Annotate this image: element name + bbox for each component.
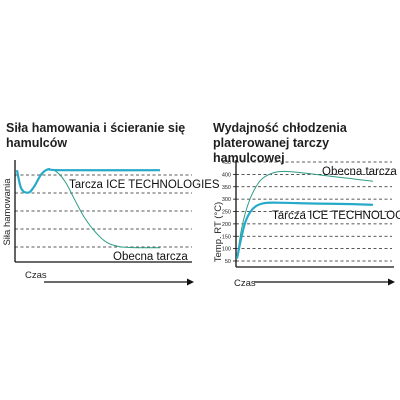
left-y-label: Siła hamowania <box>2 178 13 246</box>
right-y-tick-label: 200 <box>222 222 231 228</box>
right-time-arrowhead <box>388 278 395 286</box>
right-legend-current: Obecna tarcza <box>322 166 397 178</box>
left-chart: Czas Siła hamowania Tarcza ICE TECHNOLOG… <box>2 160 220 286</box>
left-legend-current: Obecna tarcza <box>113 251 188 263</box>
right-y-tick-label: 100 <box>222 247 231 253</box>
right-y-tick-label: 50 <box>225 259 231 265</box>
left-time-arrowhead <box>187 278 194 286</box>
left-x-label: Czas <box>25 270 47 281</box>
right-y-label: Temp. RT (°C) <box>213 202 224 262</box>
right-x-label: Czas <box>234 278 256 289</box>
right-y-tick-label: 300 <box>222 197 231 203</box>
right-y-tick-label: 150 <box>222 234 231 240</box>
right-legend-ice: Tarcza ICE TECHNOLOGIES <box>272 210 400 222</box>
right-series-current-line <box>236 170 374 259</box>
right-y-tick-label: 450 <box>222 160 231 166</box>
right-series-ice-line <box>235 201 374 259</box>
right-y-tick-label: 250 <box>222 210 231 216</box>
left-chart-title: Siła hamowania i ścieranie się hamulców <box>6 121 186 150</box>
right-chart-title: Wydajność chłodzenia platerowanej tarczy… <box>213 121 347 165</box>
left-series-ice-line <box>15 167 161 194</box>
left-legend-ice: Tarcza ICE TECHNOLOGIES <box>69 179 220 191</box>
right-y-tick-label: 350 <box>222 185 231 191</box>
right-chart: 50 100 150 200 250 300 350 400 450 Czas Temp. RT… <box>213 160 400 289</box>
right-y-tick-label: 400 <box>222 172 231 178</box>
